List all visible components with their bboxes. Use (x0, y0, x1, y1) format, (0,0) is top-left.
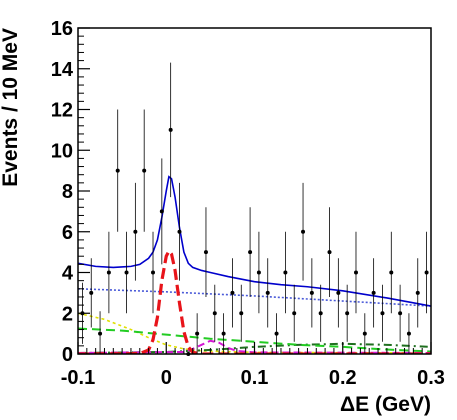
data-point (406, 331, 411, 336)
data-point (380, 311, 385, 316)
data-point (371, 290, 376, 295)
data-point (274, 331, 279, 336)
data-point (115, 168, 120, 173)
data-point (106, 270, 111, 275)
data-point (168, 127, 173, 132)
data-point (142, 168, 147, 173)
curve-background-green (78, 327, 431, 353)
data-point (362, 331, 367, 336)
data-point (212, 311, 217, 316)
axis-ticks (77, 27, 432, 355)
data-point (283, 270, 288, 275)
data-point (203, 250, 208, 255)
data-point (336, 290, 341, 295)
data-point (353, 270, 358, 275)
curve-total-fit (78, 175, 431, 307)
y-axis-title: Events / 10 MeV (0, 28, 22, 187)
x-tick-label: -0.1 (61, 367, 95, 389)
data-point (292, 311, 297, 316)
y-tick-label: 6 (62, 222, 73, 244)
data-point (159, 209, 164, 214)
curve-background-magenta (78, 339, 431, 354)
data-point (221, 331, 226, 336)
data-point (327, 250, 332, 255)
data-point (195, 331, 200, 336)
data-point (398, 311, 403, 316)
x-tick-label: 0.1 (241, 367, 269, 389)
y-tick-label: 2 (62, 303, 73, 325)
x-tick-label: 0.2 (329, 367, 357, 389)
y-tick-label: 4 (62, 263, 74, 285)
curve-background-dotted (78, 288, 431, 307)
data-point (89, 290, 94, 295)
y-tick-label: 12 (51, 100, 73, 122)
data-point (265, 290, 270, 295)
y-tick-label: 8 (62, 181, 73, 203)
data-point (124, 270, 129, 275)
data-point (424, 270, 429, 275)
data-point (318, 311, 323, 316)
data-point (239, 311, 244, 316)
data-point (133, 229, 138, 234)
plot-area (78, 62, 431, 356)
curve-background-yellow (78, 312, 431, 354)
data-point (98, 331, 103, 336)
plot-frame (77, 27, 432, 355)
data-point (248, 250, 253, 255)
y-tick-label: 0 (62, 344, 73, 366)
y-tick-label: 16 (51, 18, 73, 40)
x-tick-label: 0.3 (417, 367, 445, 389)
data-point (415, 290, 420, 295)
data-point (301, 229, 306, 234)
x-tick-label: 0 (161, 367, 172, 389)
curve-signal (78, 248, 431, 354)
x-axis-title: ΔE (GeV) (340, 393, 431, 416)
data-point (309, 290, 314, 295)
data-point (345, 311, 350, 316)
y-tick-label: 10 (51, 140, 73, 162)
y-tick-label: 14 (51, 59, 74, 81)
data-point (389, 270, 394, 275)
data-point (151, 270, 156, 275)
data-point (177, 229, 182, 234)
data-point (230, 290, 235, 295)
data-point (256, 270, 261, 275)
